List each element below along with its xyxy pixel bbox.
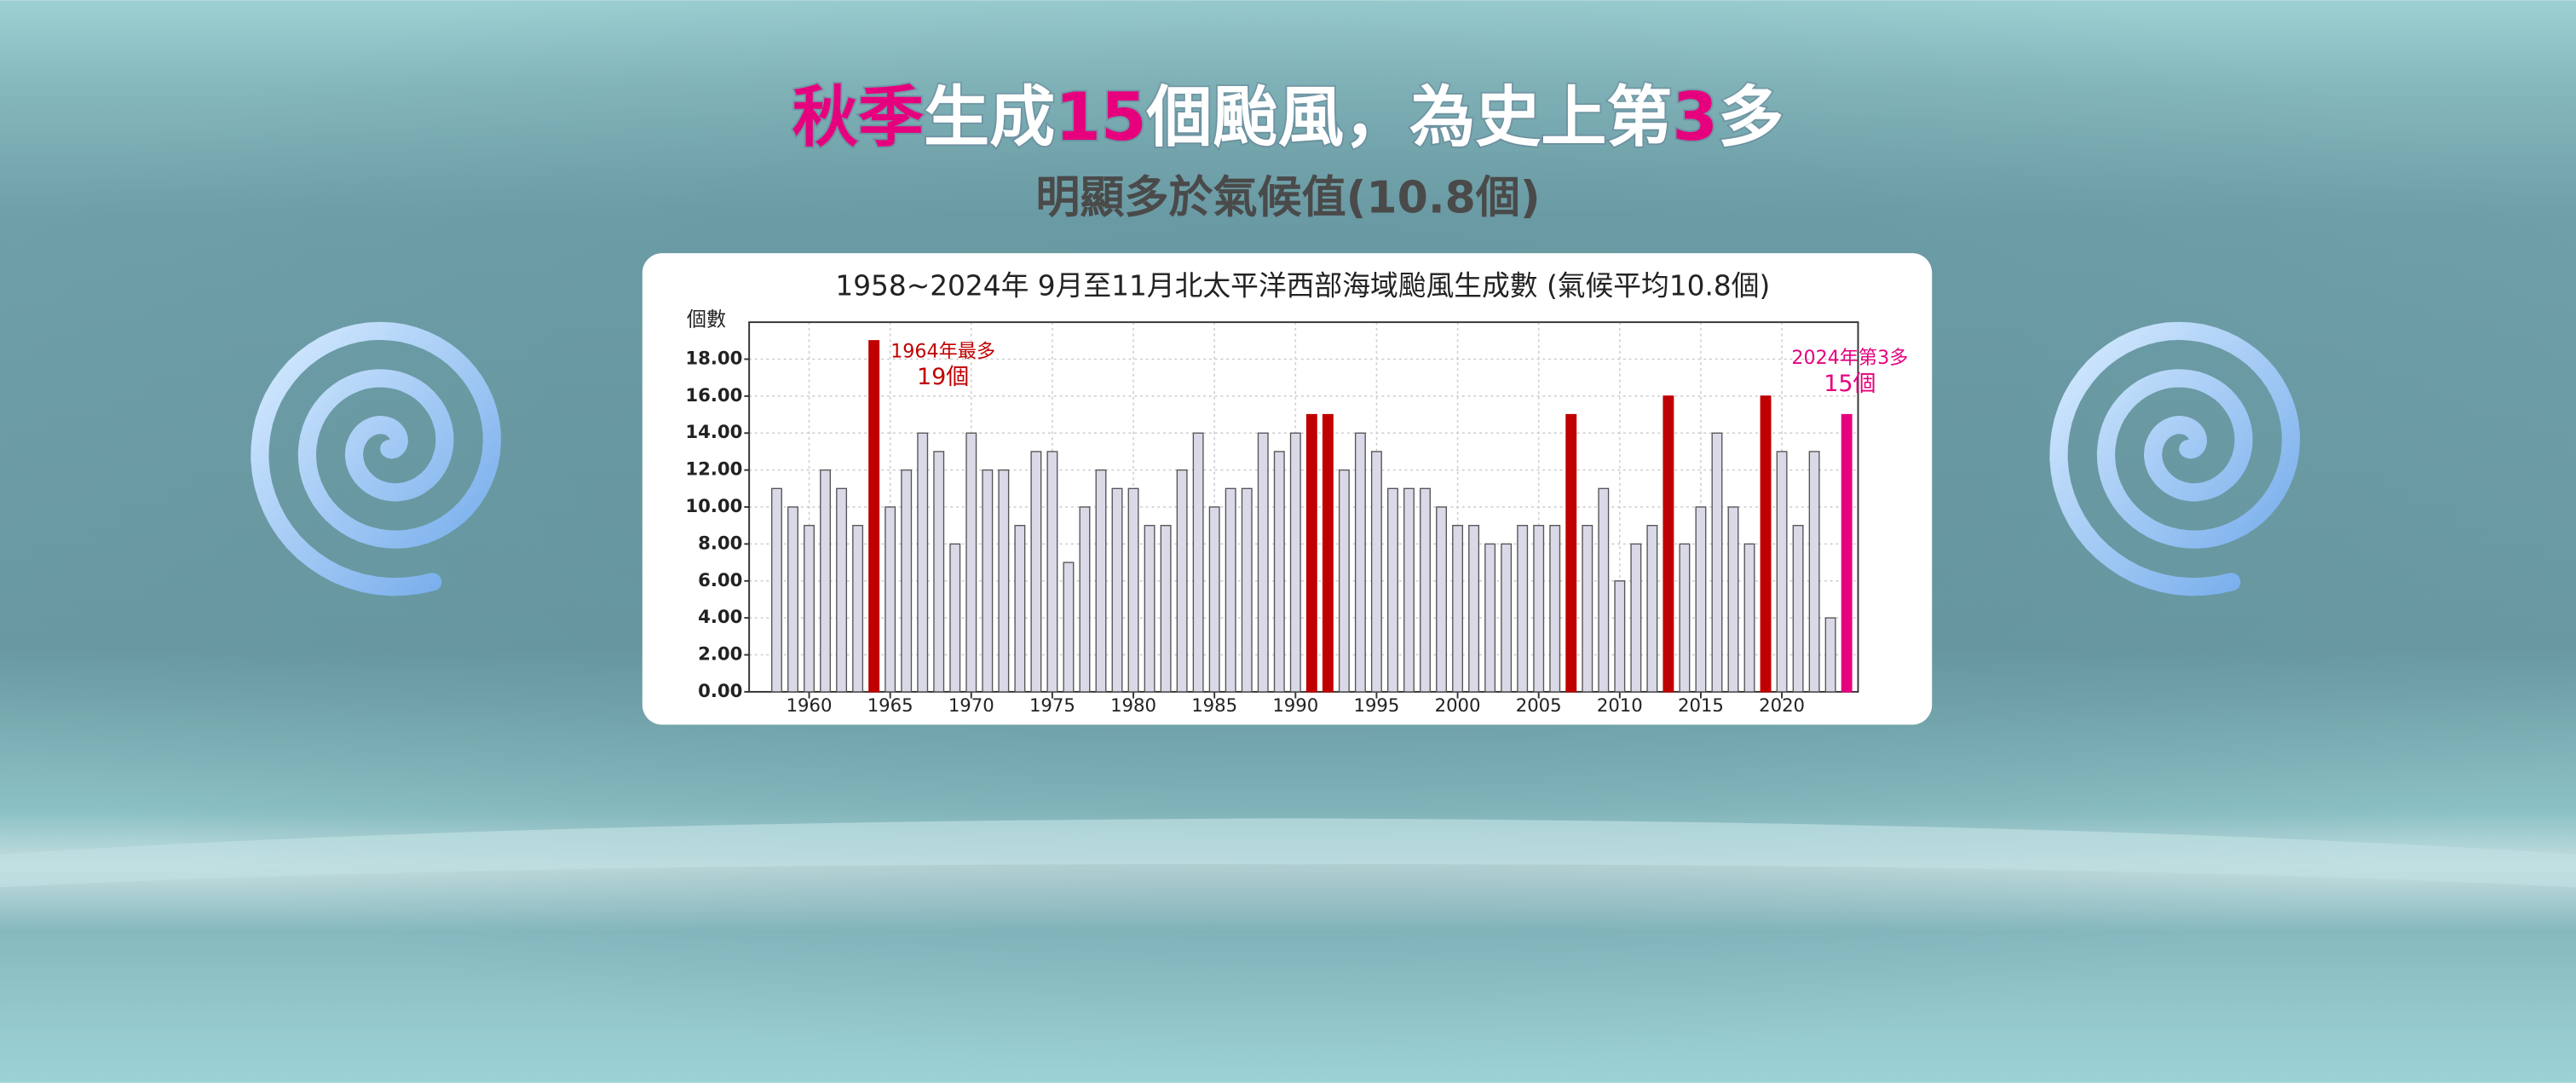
- bar: [771, 487, 782, 693]
- bar: [1468, 525, 1480, 693]
- y-tick-label: 16.00: [685, 384, 742, 406]
- bar: [836, 487, 848, 693]
- bar: [1452, 525, 1464, 693]
- annotation: 19個: [917, 364, 969, 390]
- bar: [1646, 525, 1658, 693]
- bar: [1582, 525, 1593, 693]
- y-tick-label: 18.00: [685, 347, 742, 368]
- y-tick-label: 4.00: [698, 606, 742, 627]
- bar: [965, 432, 977, 693]
- bar: [1257, 432, 1269, 693]
- bar: [1225, 487, 1236, 693]
- bar: [1614, 580, 1626, 693]
- headline-part: 秋季: [792, 79, 924, 156]
- bar: [1386, 487, 1398, 693]
- bar: [1598, 487, 1610, 693]
- y-tick-label: 14.00: [685, 421, 742, 442]
- bar: [1841, 413, 1853, 693]
- bar: [1273, 451, 1285, 693]
- bar: [1111, 487, 1123, 693]
- bar: [1127, 487, 1139, 693]
- y-tick-label: 2.00: [698, 643, 742, 665]
- bar: [1192, 432, 1204, 693]
- bar: [1630, 543, 1642, 693]
- headline-part: 15: [1055, 79, 1146, 156]
- bar: [852, 525, 864, 693]
- bar: [1354, 432, 1366, 693]
- bar: [1063, 562, 1075, 693]
- bar: [1727, 506, 1739, 693]
- headline-part: 多: [1718, 79, 1784, 156]
- bar: [1289, 432, 1301, 693]
- bar: [1095, 469, 1107, 693]
- spiral-icon: [251, 321, 501, 596]
- bar: [1565, 413, 1577, 693]
- bar: [949, 543, 961, 693]
- annotation: 2024年第3多: [1791, 347, 1908, 369]
- bar: [1808, 451, 1820, 693]
- headline-part: 個颱風，為史上第: [1146, 79, 1673, 156]
- bar: [820, 469, 832, 693]
- bar: [1824, 617, 1836, 693]
- bar: [1549, 525, 1561, 693]
- headline: 秋季生成15個颱風，為史上第3多: [792, 79, 1784, 156]
- bar: [1695, 506, 1707, 693]
- y-tick-label: 8.00: [698, 532, 742, 553]
- bar: [1241, 487, 1253, 693]
- y-tick-label: 10.00: [685, 495, 742, 516]
- y-tick-label: 12.00: [685, 458, 742, 480]
- plot-frame: [748, 321, 1859, 693]
- bar: [1533, 525, 1545, 693]
- plot: 0.00 2.00 4.00 6.00 8.00 10.00 12.00 14.00 16.00…: [685, 321, 1859, 716]
- bar: [1760, 395, 1772, 693]
- bar: [1679, 543, 1691, 693]
- bar: [1176, 469, 1188, 693]
- bar: [804, 525, 815, 693]
- bar: [1792, 525, 1804, 693]
- bar: [1079, 506, 1091, 693]
- headline-part: 3: [1672, 79, 1718, 156]
- annotation: 15個: [1824, 371, 1876, 397]
- bar: [1711, 432, 1723, 693]
- bar: [1305, 413, 1317, 693]
- bar: [933, 451, 945, 693]
- bar: [1322, 413, 1334, 693]
- bar: [917, 432, 929, 693]
- annotation: 1964年最多: [890, 340, 995, 362]
- bar: [1403, 487, 1415, 693]
- bar: [1144, 525, 1155, 693]
- bar: [982, 469, 994, 693]
- bar: [998, 469, 1010, 693]
- bar: [1160, 525, 1172, 693]
- bar: [1370, 451, 1382, 693]
- bar: [1663, 395, 1674, 693]
- bar: [1014, 525, 1026, 693]
- bar: [1420, 487, 1431, 693]
- chart-panel: [642, 253, 1933, 725]
- y-tick-label: 0.00: [698, 680, 742, 701]
- subtitle: 明顯多於氣候值(10.8個): [1035, 172, 1540, 223]
- bar: [1743, 543, 1755, 693]
- y-tick-label: 6.00: [698, 569, 742, 590]
- bar: [901, 469, 913, 693]
- headline-part: 生成: [924, 79, 1055, 156]
- bar: [885, 506, 896, 693]
- bar: [1436, 506, 1447, 693]
- bar: [1208, 506, 1220, 693]
- y-axis-label: 個數: [687, 309, 726, 331]
- chart-title: 1958~2024年 9月至11月北太平洋西部海域颱風生成數 (氣候平均10.8…: [835, 270, 1770, 302]
- bar: [1776, 451, 1788, 693]
- bar: [1030, 451, 1042, 693]
- bar: [868, 340, 880, 693]
- spiral-icon: [2049, 321, 2300, 596]
- bar: [1338, 469, 1350, 693]
- bar: [1046, 451, 1058, 693]
- bar: [1501, 543, 1513, 693]
- bar: [787, 506, 798, 693]
- bar: [1517, 525, 1529, 693]
- bar: [1484, 543, 1496, 693]
